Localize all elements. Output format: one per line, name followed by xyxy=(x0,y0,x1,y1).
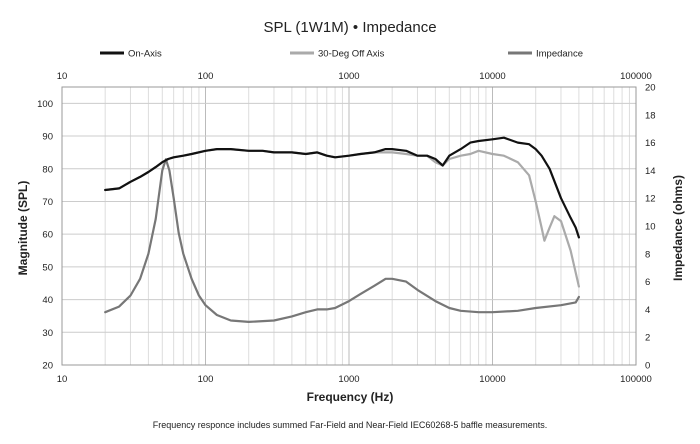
chart-caption: Frequency responce includes summed Far-F… xyxy=(153,420,548,430)
y-tick-label: 70 xyxy=(42,197,53,208)
y-tick-label: 40 xyxy=(42,295,53,306)
x-tick-label-top: 100000 xyxy=(620,71,652,82)
y-tick-labels-left: 20 30 40 50 60 70 80 90 100 xyxy=(37,99,53,372)
y-tick-label: 90 xyxy=(42,132,53,143)
plot-border xyxy=(61,86,637,366)
series-line-impedance xyxy=(104,158,580,323)
x-axis-label: Frequency (Hz) xyxy=(307,390,394,404)
y-tick-labels-right: 0 2 4 6 8 10 12 14 16 18 20 xyxy=(645,83,656,372)
x-tick-labels-bottom: 10 100 1000 10000 100000 xyxy=(57,374,652,385)
x-tick-label: 100000 xyxy=(620,374,652,385)
legend-label: 30-Deg Off Axis xyxy=(318,49,385,60)
y2-tick-label: 12 xyxy=(645,194,656,205)
y2-tick-label: 2 xyxy=(645,333,650,344)
y2-tick-label: 16 xyxy=(645,138,656,149)
chart-title: SPL (1W1M) • Impedance xyxy=(263,19,436,36)
x-tick-label-top: 1000 xyxy=(338,71,359,82)
x-tick-label-top: 10000 xyxy=(479,71,505,82)
y-tick-label: 100 xyxy=(37,99,53,110)
y2-tick-label: 6 xyxy=(645,277,650,288)
y2-tick-label: 14 xyxy=(645,166,656,177)
y-tick-label: 80 xyxy=(42,164,53,175)
x-tick-label: 100 xyxy=(198,374,214,385)
y-tick-label: 50 xyxy=(42,262,53,273)
y2-tick-label: 18 xyxy=(645,110,656,121)
y2-tick-label: 10 xyxy=(645,222,656,233)
y2-tick-label: 0 xyxy=(645,361,650,372)
x-tick-label: 10 xyxy=(57,374,68,385)
x-tick-labels-top: 10 100 1000 10000 100000 xyxy=(57,71,652,82)
y-tick-label: 30 xyxy=(42,328,53,339)
legend-label: Impedance xyxy=(536,49,583,60)
series-line-on-axis xyxy=(104,136,580,239)
y-tick-label: 60 xyxy=(42,230,53,241)
gridlines xyxy=(61,87,636,366)
series-layer xyxy=(104,136,580,323)
legend-label: On-Axis xyxy=(128,49,162,60)
y2-tick-label: 20 xyxy=(645,83,656,94)
y2-axis-label: Impedance (ohms) xyxy=(671,175,685,281)
y-axis-label: Magnitude (SPL) xyxy=(16,181,30,276)
x-tick-label: 1000 xyxy=(338,374,359,385)
y-tick-label: 20 xyxy=(42,361,53,372)
y2-tick-label: 8 xyxy=(645,249,650,260)
legend: On-Axis 30-Deg Off Axis Impedance xyxy=(100,49,583,60)
x-tick-label-top: 10 xyxy=(57,71,68,82)
y2-tick-label: 4 xyxy=(645,305,650,316)
x-tick-label-top: 100 xyxy=(198,71,214,82)
x-tick-label: 10000 xyxy=(479,374,505,385)
